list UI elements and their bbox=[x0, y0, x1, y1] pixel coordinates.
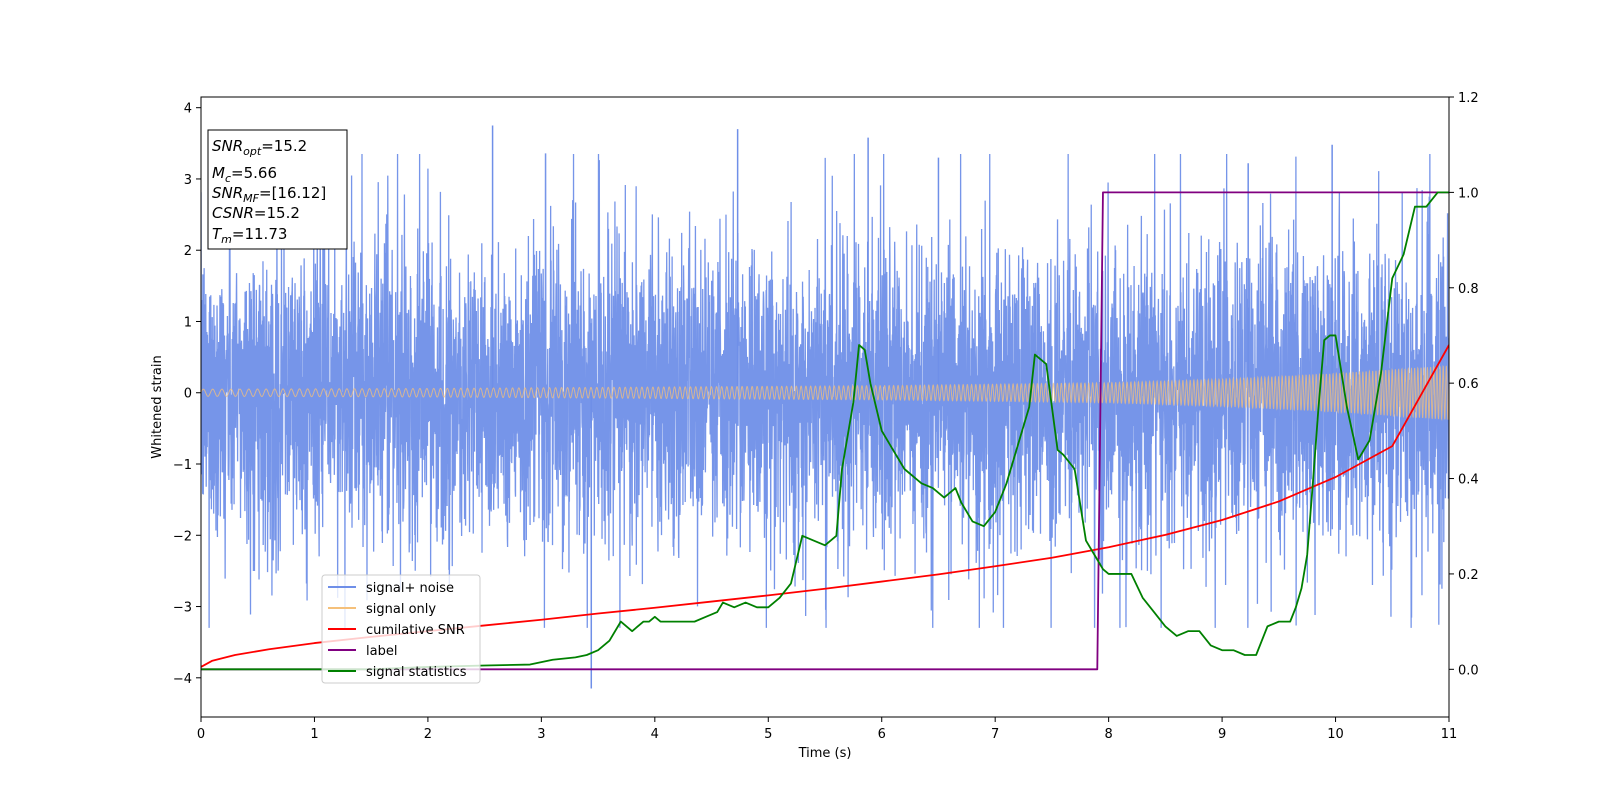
y-right-tick-label: 1.2 bbox=[1458, 91, 1479, 106]
y-left-tick-label: −3 bbox=[173, 601, 192, 616]
y-axis-left-ticks: −4 −3 −2 −1 0 1 2 3 4 bbox=[173, 102, 201, 687]
x-tick-label: 4 bbox=[651, 727, 659, 742]
legend: signal+ noise signal only cumilative SNR… bbox=[321, 574, 481, 684]
info-tm: Tm=11.73 bbox=[212, 225, 287, 246]
y-right-tick-label: 1.0 bbox=[1458, 186, 1479, 201]
y-axis-label: Whitened strain bbox=[150, 355, 165, 458]
y-right-tick-label: 0.2 bbox=[1458, 568, 1479, 583]
x-tick-label: 3 bbox=[537, 727, 545, 742]
y-left-tick-label: −2 bbox=[173, 529, 192, 544]
x-tick-label: 9 bbox=[1218, 727, 1226, 742]
x-tick-label: 1 bbox=[310, 727, 318, 742]
legend-label-cumulative-snr: cumilative SNR bbox=[366, 623, 465, 638]
x-axis-label: Time (s) bbox=[798, 746, 852, 761]
info-snr-mf: SNRMF=[16.12] bbox=[212, 184, 326, 205]
x-tick-label: 0 bbox=[197, 727, 205, 742]
y-left-tick-label: 1 bbox=[184, 315, 192, 330]
legend-label-signal-noise: signal+ noise bbox=[366, 581, 454, 596]
x-axis-ticks: 0 1 2 3 4 5 6 7 8 9 10 11 bbox=[197, 717, 1457, 742]
series-cumulative-snr-line bbox=[201, 344, 1449, 668]
info-mc: Mc=5.66 bbox=[212, 164, 277, 185]
series-signal-statistics-line bbox=[201, 191, 1449, 671]
series-signal-only-line bbox=[201, 364, 1449, 421]
y-right-tick-label: 0.6 bbox=[1458, 377, 1479, 392]
info-box: SNRopt=15.2 Mc=5.66 SNRMF=[16.12] CSNR=1… bbox=[207, 129, 348, 250]
legend-label-signal-statistics: signal statistics bbox=[366, 665, 467, 680]
info-snr-opt: SNRopt=15.2 bbox=[212, 137, 307, 158]
legend-label-signal-only: signal only bbox=[366, 602, 436, 617]
y-right-tick-label: 0.0 bbox=[1458, 663, 1479, 678]
series-layer bbox=[201, 125, 1449, 689]
info-csnr: CSNR=15.2 bbox=[212, 204, 300, 222]
y-right-tick-label: 0.8 bbox=[1458, 282, 1479, 297]
x-tick-label: 6 bbox=[878, 727, 886, 742]
legend-frame bbox=[321, 574, 481, 684]
x-tick-label: 11 bbox=[1441, 727, 1458, 742]
y-left-tick-label: −1 bbox=[173, 458, 192, 473]
y-axis-right-ticks: 0.0 0.2 0.4 0.6 0.8 1.0 1.2 bbox=[1449, 91, 1479, 678]
x-tick-label: 7 bbox=[991, 727, 999, 742]
x-tick-label: 8 bbox=[1104, 727, 1112, 742]
y-left-tick-label: 3 bbox=[184, 173, 192, 188]
series-signal-noise-line bbox=[201, 153, 1449, 628]
legend-label-label: label bbox=[366, 644, 397, 659]
y-left-tick-label: 2 bbox=[184, 244, 192, 259]
y-left-tick-label: −4 bbox=[173, 672, 192, 687]
x-tick-label: 2 bbox=[424, 727, 432, 742]
series-label-line bbox=[201, 191, 1449, 671]
plot-frame bbox=[200, 96, 1450, 718]
x-tick-label: 5 bbox=[764, 727, 772, 742]
y-left-tick-label: 0 bbox=[184, 387, 192, 402]
y-right-tick-label: 0.4 bbox=[1458, 473, 1479, 488]
y-left-tick-label: 4 bbox=[184, 102, 192, 117]
info-box-frame bbox=[207, 129, 348, 250]
x-tick-label: 10 bbox=[1327, 727, 1344, 742]
